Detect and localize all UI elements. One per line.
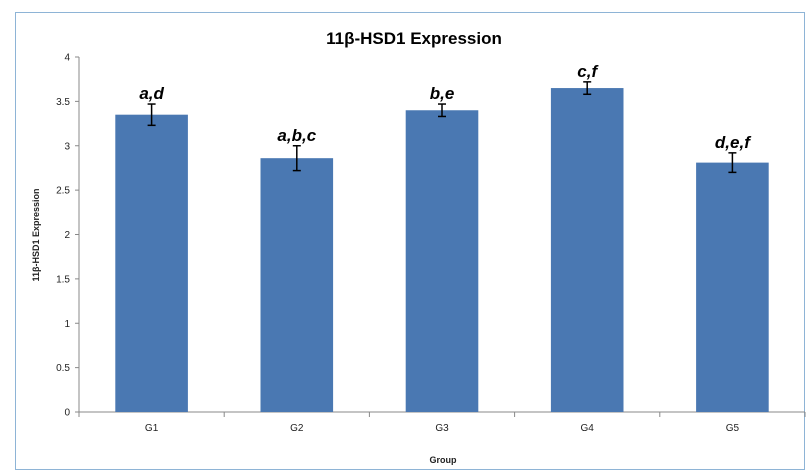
y-tick-label: 1 bbox=[64, 319, 70, 330]
bar-g1 bbox=[115, 114, 188, 412]
significance-label: a,b,c bbox=[277, 126, 316, 145]
y-tick-label: 1.5 bbox=[56, 274, 70, 285]
x-tick-label: G3 bbox=[435, 423, 449, 434]
significance-label: a,d bbox=[139, 84, 164, 103]
significance-label: b,e bbox=[430, 84, 455, 103]
error-bars bbox=[147, 81, 737, 174]
bars bbox=[115, 88, 769, 412]
y-tick-label: 2 bbox=[64, 230, 70, 241]
y-tick-label: 0.5 bbox=[56, 363, 70, 374]
x-tick-label: G4 bbox=[581, 423, 595, 434]
significance-label: d,e,f bbox=[715, 133, 752, 152]
y-tick-label: 0 bbox=[64, 408, 70, 419]
x-tick-label: G5 bbox=[726, 423, 740, 434]
y-tick-label: 3 bbox=[64, 141, 70, 152]
bar-g3 bbox=[405, 110, 479, 412]
y-tick-labels: 0 0.5 1 1.5 2 2.5 3 3.5 4 bbox=[56, 53, 70, 419]
chart-title: 11β-HSD1 Expression bbox=[326, 29, 502, 48]
x-axis-label: Group bbox=[430, 455, 457, 465]
x-tick-label: G1 bbox=[145, 423, 159, 434]
bar-g2 bbox=[260, 158, 334, 412]
x-tick-label: G2 bbox=[290, 423, 304, 434]
y-tick-label: 3.5 bbox=[56, 97, 70, 108]
y-axis-label: 11β-HSD1 Expression bbox=[31, 188, 41, 281]
significance-label: c,f bbox=[577, 62, 599, 81]
x-tick-labels: G1 G2 G3 G4 G5 bbox=[145, 423, 740, 434]
significance-letters: a,d a,b,c b,e c,f d,e,f bbox=[139, 62, 752, 152]
y-tick-label: 2.5 bbox=[56, 186, 70, 197]
bar-g4 bbox=[550, 88, 624, 412]
y-tick-label: 4 bbox=[64, 53, 70, 64]
bar-g5 bbox=[696, 162, 769, 412]
